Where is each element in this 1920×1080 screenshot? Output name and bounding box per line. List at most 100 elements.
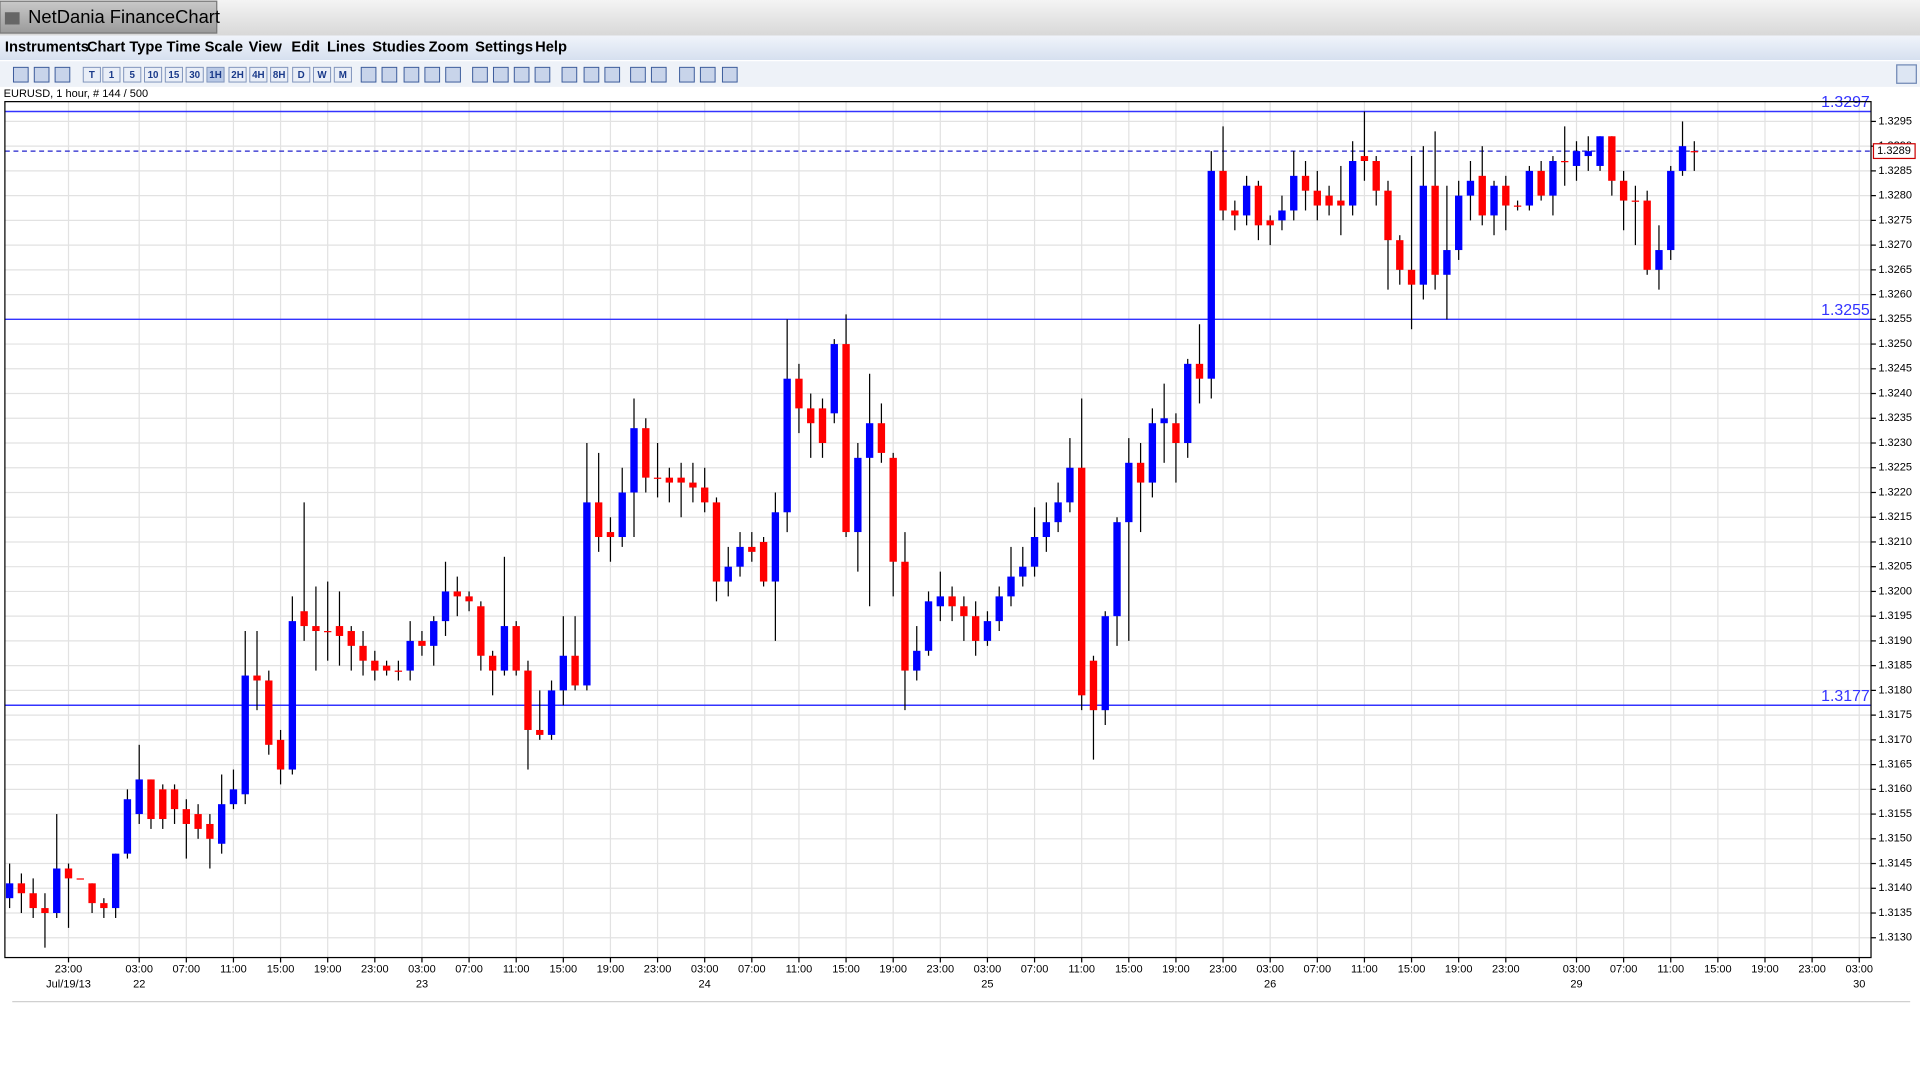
- toolbar-icon[interactable]: [12, 66, 29, 83]
- timescale-label[interactable]: 10: [148, 70, 159, 81]
- timescale-button[interactable]: [123, 66, 142, 83]
- candle-body: [677, 477, 685, 483]
- timescale-label[interactable]: 2H: [231, 70, 244, 81]
- toolbar-icon[interactable]: [561, 66, 578, 83]
- candle-body: [1325, 195, 1333, 206]
- candle-body: [807, 408, 815, 424]
- timescale-button[interactable]: [206, 66, 225, 83]
- timescale-label[interactable]: 1H: [209, 70, 222, 81]
- y-tick-label: 1.3175: [1878, 709, 1912, 721]
- timescale-button[interactable]: [333, 66, 352, 83]
- candle-body: [1372, 161, 1380, 191]
- toolbar-icon[interactable]: [679, 66, 695, 83]
- y-tick-label: 1.3245: [1878, 363, 1912, 375]
- x-tick-label: 15:00: [832, 964, 860, 976]
- candle-body: [76, 878, 84, 880]
- toolbar-icon[interactable]: [699, 66, 716, 83]
- candle-body: [948, 596, 956, 607]
- candle-body: [1631, 200, 1640, 202]
- timescale-label[interactable]: 4H: [252, 70, 265, 81]
- timescale-button[interactable]: [249, 66, 268, 83]
- timescale-label[interactable]: D: [298, 70, 305, 81]
- timescale-label[interactable]: 15: [168, 70, 179, 81]
- timescale-label[interactable]: 8H: [273, 70, 286, 81]
- toolbar-icon[interactable]: [492, 66, 509, 83]
- timescale-button[interactable]: [312, 66, 332, 83]
- candle-body: [312, 626, 320, 632]
- toolbar-icon[interactable]: [33, 66, 50, 83]
- timescale-label[interactable]: 30: [189, 70, 200, 81]
- y-tick-label: 1.3160: [1878, 783, 1912, 795]
- toolbar-icon[interactable]: [472, 66, 488, 83]
- candle-body: [1042, 522, 1051, 538]
- toolbar-icon[interactable]: [424, 66, 441, 83]
- candle-body: [1643, 200, 1651, 270]
- toolbar-icon[interactable]: [513, 66, 530, 83]
- x-tick-label: 03:00: [1845, 964, 1873, 976]
- toolbar-icon[interactable]: [650, 66, 667, 83]
- menu-item[interactable]: Time Scale: [167, 40, 243, 56]
- timescale-button[interactable]: [164, 66, 183, 83]
- menu-item[interactable]: Lines: [327, 40, 365, 56]
- y-tick-label: 1.3195: [1878, 610, 1912, 622]
- candle-body: [1608, 136, 1616, 181]
- candle-body: [1078, 467, 1086, 696]
- timescale-button[interactable]: [144, 66, 163, 83]
- last-price-box: [1872, 143, 1916, 160]
- timescale-button[interactable]: [228, 66, 247, 83]
- y-tick-label: 1.3295: [1878, 115, 1912, 127]
- candle-body: [995, 596, 1003, 622]
- timescale-button[interactable]: [270, 66, 289, 83]
- timescale-label[interactable]: W: [317, 70, 327, 81]
- candle-body: [194, 814, 202, 829]
- toolbar-icon[interactable]: [445, 66, 461, 83]
- candle-body: [795, 378, 803, 409]
- candle-body: [1431, 185, 1439, 275]
- toolbar-icon[interactable]: [403, 66, 420, 83]
- candle-body: [394, 670, 403, 672]
- candle-body: [783, 378, 791, 513]
- toolbar-icon[interactable]: [630, 66, 646, 83]
- x-tick-label: 03:00: [691, 964, 719, 976]
- candle-body: [913, 650, 921, 671]
- timescale-label[interactable]: 5: [130, 70, 136, 81]
- candle-body: [1537, 170, 1545, 196]
- menu-item[interactable]: Help: [535, 40, 567, 56]
- menu-item[interactable]: Chart Type: [87, 40, 163, 56]
- toolbar-icon[interactable]: [604, 66, 621, 83]
- menu-item[interactable]: Zoom: [429, 40, 469, 56]
- y-tick-label: 1.3150: [1878, 833, 1912, 845]
- timescale-button[interactable]: [82, 66, 101, 83]
- timescale-button[interactable]: [185, 66, 204, 83]
- timescale-label[interactable]: T: [89, 70, 95, 81]
- toolbar-icon[interactable]: [381, 66, 398, 83]
- toolbar-icon[interactable]: [534, 66, 551, 83]
- x-tick-label: 19:00: [879, 964, 907, 976]
- toolbar-icon[interactable]: [54, 66, 71, 83]
- menu-item[interactable]: Settings: [475, 40, 533, 56]
- timescale-button[interactable]: [292, 66, 311, 83]
- candle-body: [830, 344, 838, 414]
- toolbar-icon[interactable]: [360, 66, 377, 83]
- candle-body: [265, 680, 273, 745]
- candle-body: [500, 626, 509, 671]
- timescale-button[interactable]: [102, 66, 121, 83]
- y-tick-label: 1.3260: [1878, 288, 1912, 300]
- timescale-label[interactable]: 1: [109, 70, 115, 81]
- x-tick-label: 11:00: [1068, 964, 1095, 976]
- x-tick-label: 03:00: [974, 964, 1002, 976]
- x-tick-label: 15:00: [550, 964, 578, 976]
- menu-item[interactable]: Instruments: [5, 40, 89, 56]
- candle-body: [1396, 240, 1404, 270]
- menu-item[interactable]: Studies: [372, 40, 425, 56]
- panel-button[interactable]: [1896, 64, 1917, 84]
- candle-body: [1690, 151, 1698, 153]
- y-tick-label: 1.3205: [1878, 561, 1912, 573]
- x-tick-label: 19:00: [597, 964, 625, 976]
- timescale-label[interactable]: M: [339, 70, 347, 81]
- menu-item[interactable]: View: [249, 40, 283, 56]
- toolbar-icon[interactable]: [583, 66, 600, 83]
- candle-body: [1313, 190, 1321, 206]
- menu-item[interactable]: Edit: [291, 40, 319, 56]
- toolbar-icon[interactable]: [721, 66, 738, 83]
